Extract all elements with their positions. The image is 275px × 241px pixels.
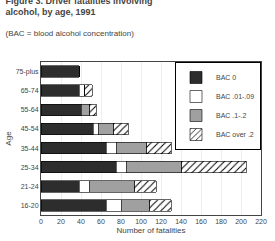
svg-text:75-plus: 75-plus: [16, 68, 39, 76]
svg-text:45-54: 45-54: [21, 125, 39, 132]
svg-text:200: 200: [235, 218, 247, 225]
svg-text:BAC .1-.2: BAC .1-.2: [216, 112, 246, 119]
svg-text:80: 80: [117, 218, 125, 225]
svg-text:160: 160: [195, 218, 207, 225]
svg-text:BAC 0: BAC 0: [216, 74, 236, 81]
svg-text:BAC over .2: BAC over .2: [216, 131, 254, 138]
svg-text:20: 20: [57, 218, 65, 225]
svg-text:55-64: 55-64: [21, 106, 39, 113]
svg-text:0: 0: [39, 218, 43, 225]
svg-text:100: 100: [135, 218, 147, 225]
svg-text:25-34: 25-34: [21, 164, 39, 171]
svg-text:220: 220: [255, 218, 267, 225]
svg-text:Figure 3. Driver fatalities in: Figure 3. Driver fatalities involvingalc…: [6, 0, 153, 17]
svg-text:60: 60: [97, 218, 105, 225]
svg-text:40: 40: [77, 218, 85, 225]
svg-text:BAC .01-.09: BAC .01-.09: [216, 93, 254, 100]
svg-text:21-24: 21-24: [21, 183, 39, 190]
svg-text:120: 120: [155, 218, 167, 225]
svg-text:140: 140: [175, 218, 187, 225]
svg-text:Number of fatalities: Number of fatalities: [117, 226, 186, 235]
svg-text:Age: Age: [4, 131, 13, 146]
svg-text:180: 180: [215, 218, 227, 225]
svg-text:35-44: 35-44: [21, 145, 39, 152]
svg-text:16-20: 16-20: [21, 202, 39, 209]
svg-text:65-74: 65-74: [21, 87, 39, 94]
svg-text:(BAC = blood alcohol concentra: (BAC = blood alcohol concentration): [6, 29, 135, 38]
